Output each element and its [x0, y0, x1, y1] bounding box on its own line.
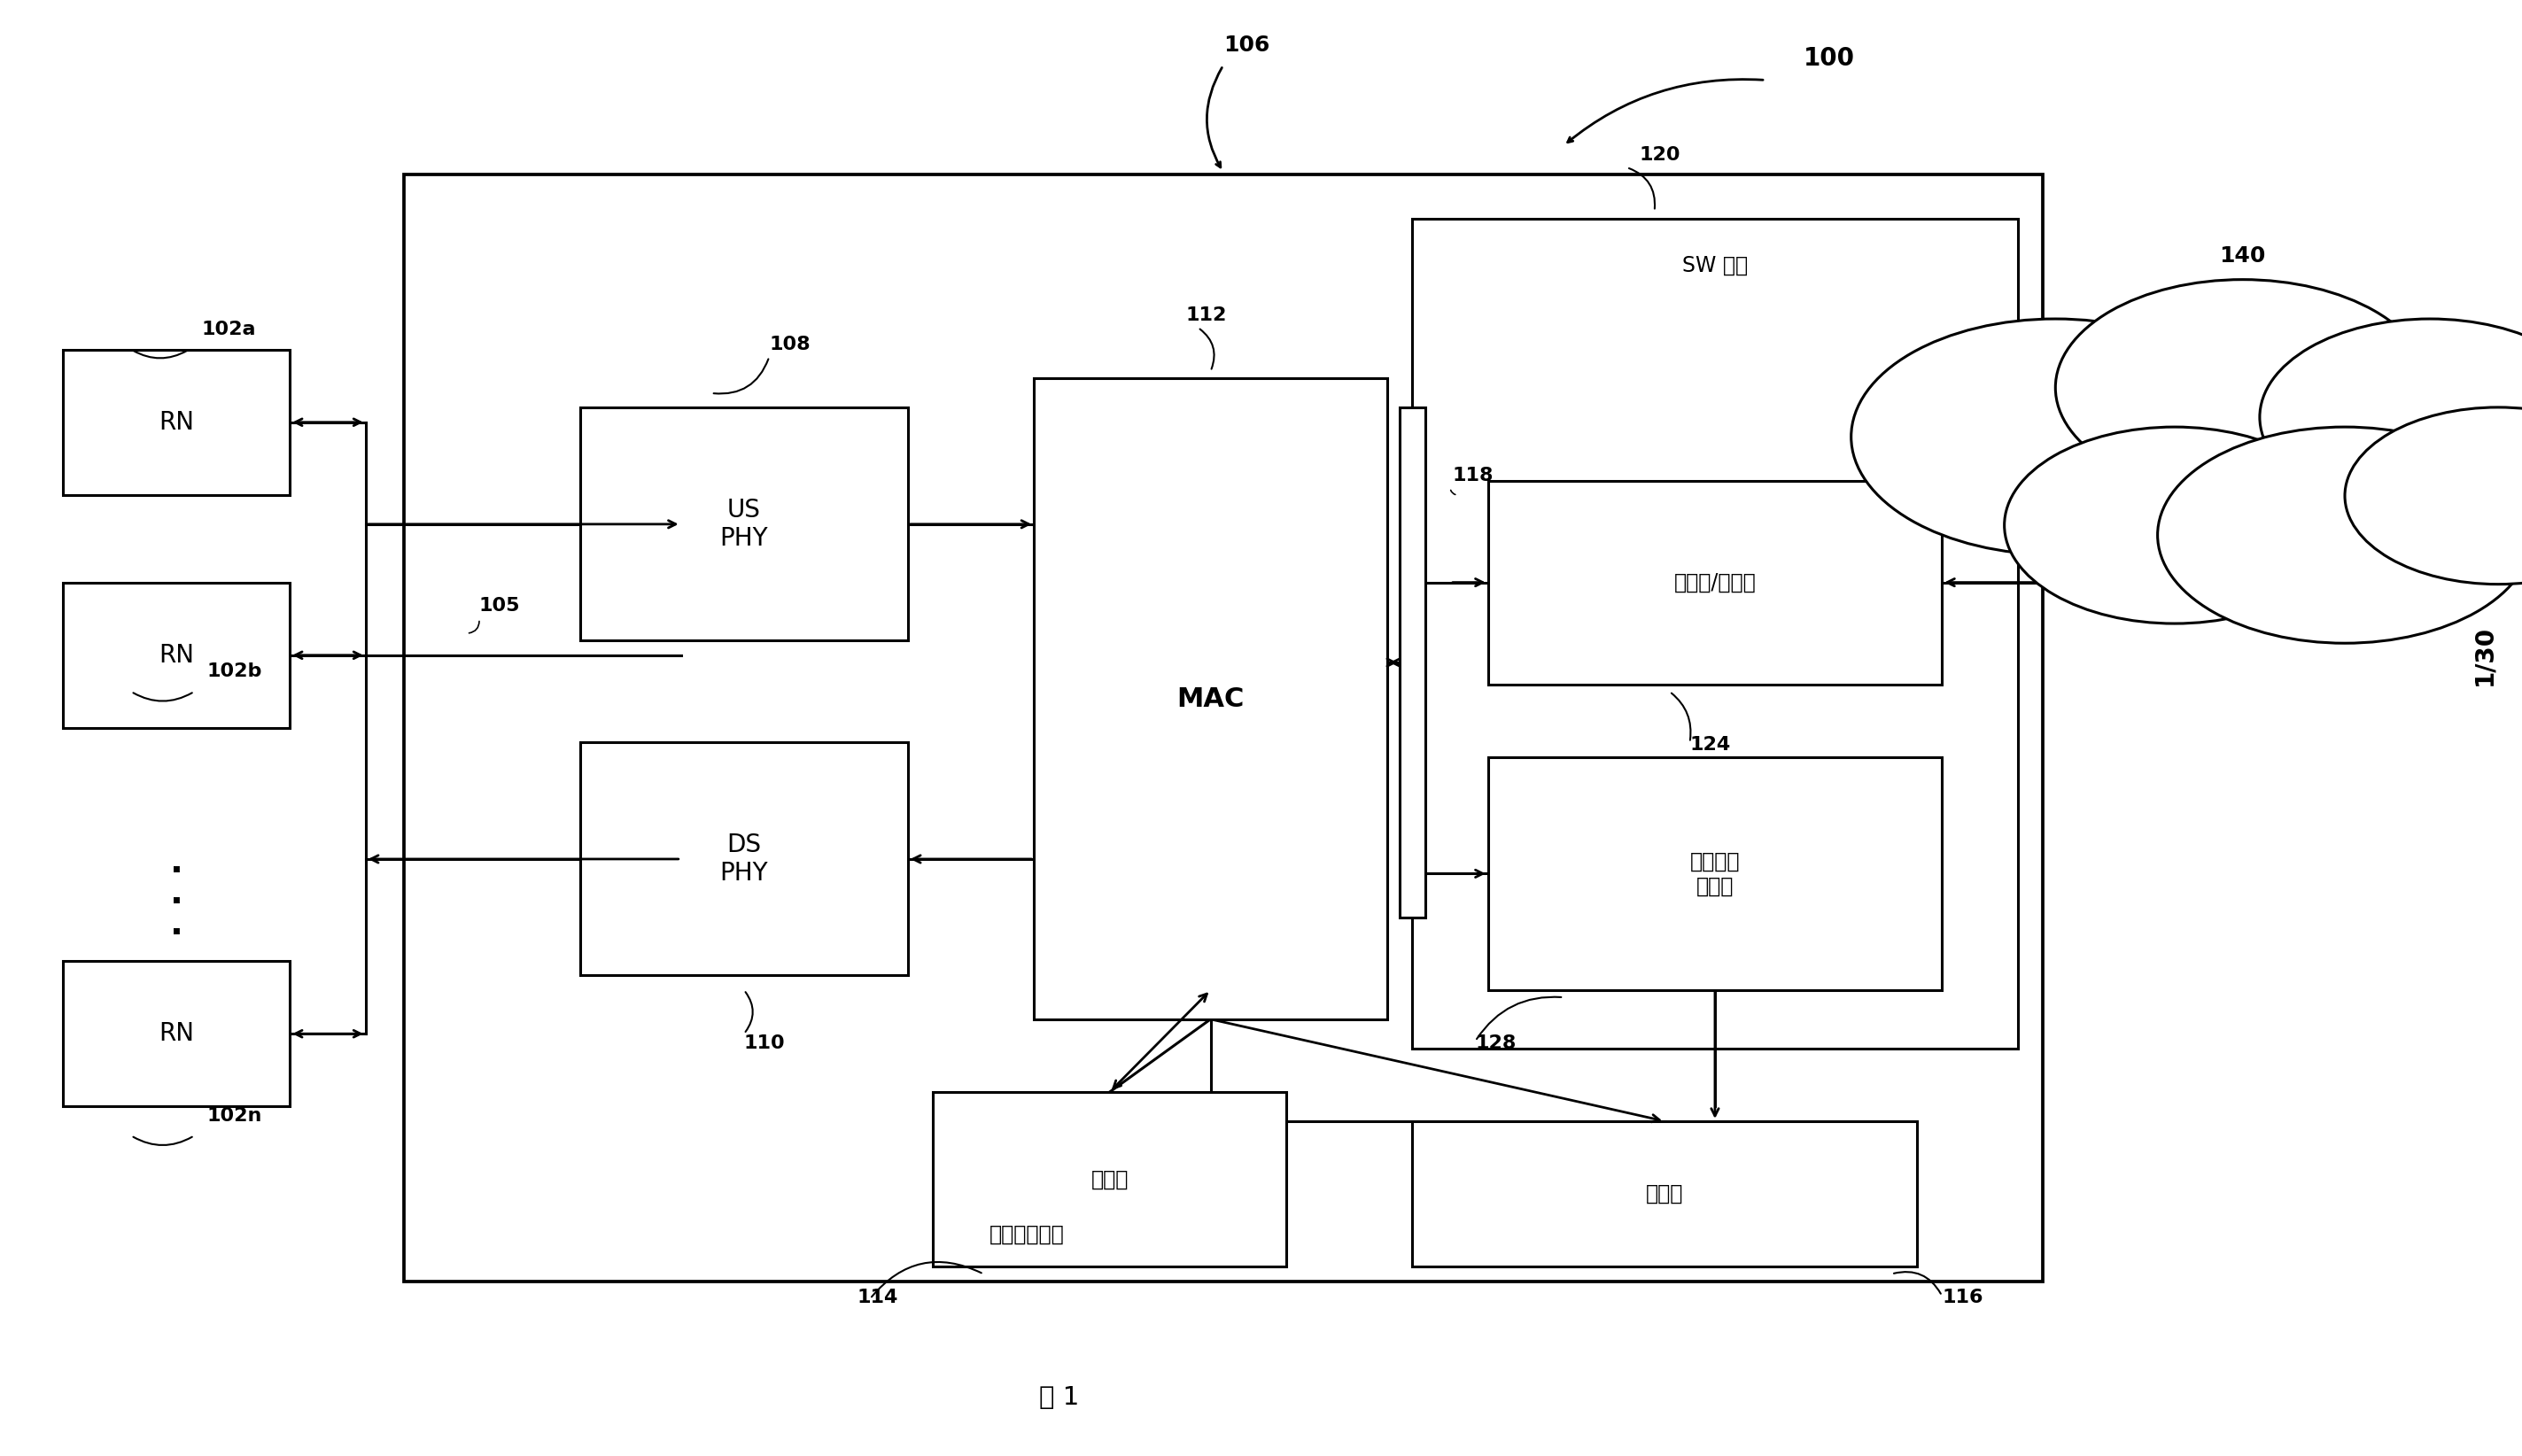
FancyBboxPatch shape — [580, 408, 908, 641]
FancyBboxPatch shape — [63, 582, 290, 728]
Circle shape — [2159, 427, 2522, 644]
Text: 118: 118 — [1453, 466, 1493, 483]
Text: 102b: 102b — [207, 662, 262, 680]
Text: 100: 100 — [1803, 47, 1854, 71]
Text: RN: RN — [159, 1021, 194, 1047]
Text: US
PHY: US PHY — [719, 498, 769, 550]
Text: 120: 120 — [1639, 146, 1680, 163]
Text: 主时钟: 主时钟 — [1647, 1184, 1682, 1204]
Text: 分类器/路由器: 分类器/路由器 — [1675, 572, 1755, 593]
FancyBboxPatch shape — [1400, 408, 1425, 917]
Text: 带宽分配
控制器: 带宽分配 控制器 — [1690, 850, 1740, 897]
Text: RN: RN — [159, 409, 194, 435]
Text: DS
PHY: DS PHY — [719, 833, 769, 885]
Circle shape — [2260, 319, 2522, 515]
Text: 116: 116 — [1942, 1289, 1982, 1306]
Text: MAC: MAC — [1178, 686, 1243, 712]
Text: 102n: 102n — [207, 1107, 262, 1124]
Text: 124: 124 — [1690, 735, 1730, 753]
Text: 105: 105 — [479, 597, 520, 614]
FancyBboxPatch shape — [933, 1092, 1286, 1267]
Text: SW 应用: SW 应用 — [1682, 255, 1748, 277]
FancyBboxPatch shape — [404, 175, 2043, 1281]
Text: 存储器: 存储器 — [1092, 1169, 1127, 1190]
FancyBboxPatch shape — [1488, 757, 1942, 990]
Text: 管理通信节点: 管理通信节点 — [989, 1223, 1064, 1245]
Circle shape — [2005, 427, 2345, 623]
Text: 1/30: 1/30 — [2472, 625, 2497, 686]
Text: 112: 112 — [1185, 306, 1226, 323]
Text: 106: 106 — [1223, 33, 1269, 55]
Circle shape — [2055, 280, 2429, 496]
FancyBboxPatch shape — [580, 743, 908, 976]
Text: 114: 114 — [857, 1289, 898, 1306]
Text: 108: 108 — [769, 335, 810, 352]
Circle shape — [1851, 319, 2260, 555]
Text: 110: 110 — [744, 1034, 784, 1051]
Text: 图 1: 图 1 — [1039, 1385, 1079, 1411]
Text: 128: 128 — [1475, 1034, 1516, 1051]
Text: ·
·
·: · · · — [169, 855, 184, 951]
Text: 140: 140 — [2219, 245, 2265, 266]
FancyBboxPatch shape — [1034, 379, 1387, 1019]
Text: 102a: 102a — [202, 320, 257, 338]
FancyBboxPatch shape — [63, 349, 290, 495]
Text: RN: RN — [159, 642, 194, 668]
FancyBboxPatch shape — [1488, 480, 1942, 684]
FancyBboxPatch shape — [1412, 1121, 1917, 1267]
Circle shape — [2345, 408, 2522, 584]
FancyBboxPatch shape — [63, 961, 290, 1107]
FancyBboxPatch shape — [1412, 218, 2018, 1048]
